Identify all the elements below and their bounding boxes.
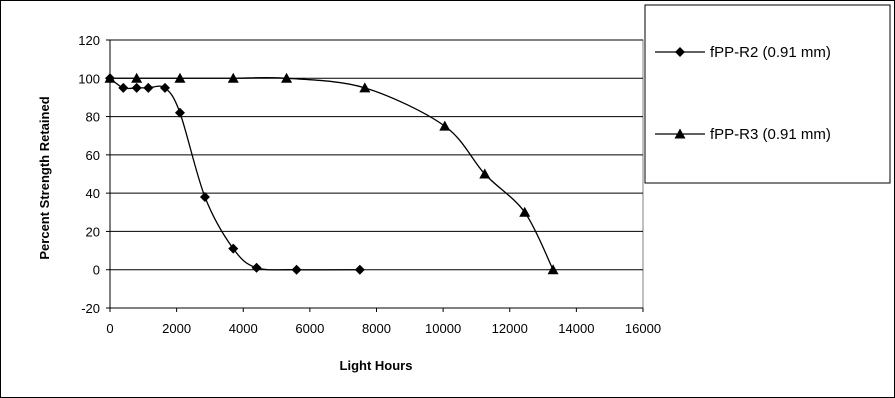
y-tick-label: 0 bbox=[93, 263, 100, 278]
data-point bbox=[227, 72, 239, 83]
data-point bbox=[159, 82, 170, 93]
y-tick-label: 40 bbox=[86, 186, 100, 201]
series-1 bbox=[105, 73, 365, 275]
x-tick-label: 12000 bbox=[492, 321, 528, 336]
legend-marker-series-2 bbox=[674, 128, 686, 139]
legend: fPP-R2 (0.91 mm) fPP-R3 (0.91 mm) bbox=[644, 4, 891, 184]
y-tick-label: 20 bbox=[86, 224, 100, 239]
data-point bbox=[251, 262, 262, 273]
legend-marker-series-1 bbox=[675, 47, 685, 57]
series-2 bbox=[104, 72, 559, 275]
x-tick-label: 16000 bbox=[625, 321, 661, 336]
legend-label-series-2: fPP-R3 (0.91 mm) bbox=[710, 126, 831, 143]
data-point bbox=[118, 82, 129, 93]
axes bbox=[106, 39, 644, 312]
x-tick-label: 14000 bbox=[558, 321, 594, 336]
y-tick-label: 120 bbox=[78, 33, 100, 48]
plot-area bbox=[109, 39, 644, 309]
data-point bbox=[519, 206, 531, 217]
x-tick-labels: 0 2000 4000 6000 8000 10000 12000 14000 16000 bbox=[106, 321, 661, 336]
series-2-line bbox=[110, 76, 554, 271]
data-point bbox=[174, 107, 185, 118]
data-point bbox=[354, 264, 365, 275]
data-point bbox=[359, 82, 371, 93]
x-tick-label: 2000 bbox=[162, 321, 191, 336]
x-axis-title: Light Hours bbox=[340, 358, 413, 373]
data-point bbox=[104, 72, 116, 83]
data-point bbox=[439, 120, 451, 131]
data-point bbox=[131, 82, 142, 93]
legend-box bbox=[644, 4, 891, 184]
data-point bbox=[199, 191, 210, 202]
data-point bbox=[174, 72, 186, 83]
x-tick-label: 6000 bbox=[295, 321, 324, 336]
y-tick-labels: -20 0 20 40 60 80 100 120 bbox=[78, 33, 100, 316]
x-tick-label: 10000 bbox=[425, 321, 461, 336]
y-tick-label: 100 bbox=[78, 71, 100, 86]
y-axis-title: Percent Strength Retained bbox=[37, 96, 52, 259]
x-tick-label: 0 bbox=[106, 321, 113, 336]
data-point bbox=[228, 243, 239, 254]
x-tick-label: 4000 bbox=[229, 321, 258, 336]
data-point bbox=[291, 264, 302, 275]
legend-items bbox=[655, 47, 705, 139]
legend-label-series-1: fPP-R2 (0.91 mm) bbox=[710, 44, 831, 61]
x-tick-label: 8000 bbox=[362, 321, 391, 336]
data-point bbox=[547, 264, 559, 275]
y-tick-label: 80 bbox=[86, 110, 100, 125]
data-point bbox=[479, 168, 491, 179]
data-point bbox=[143, 82, 154, 93]
y-tick-label: -20 bbox=[81, 301, 100, 316]
series bbox=[104, 72, 559, 275]
data-point bbox=[281, 72, 293, 83]
data-point bbox=[131, 72, 143, 83]
y-tick-label: 60 bbox=[86, 148, 100, 163]
